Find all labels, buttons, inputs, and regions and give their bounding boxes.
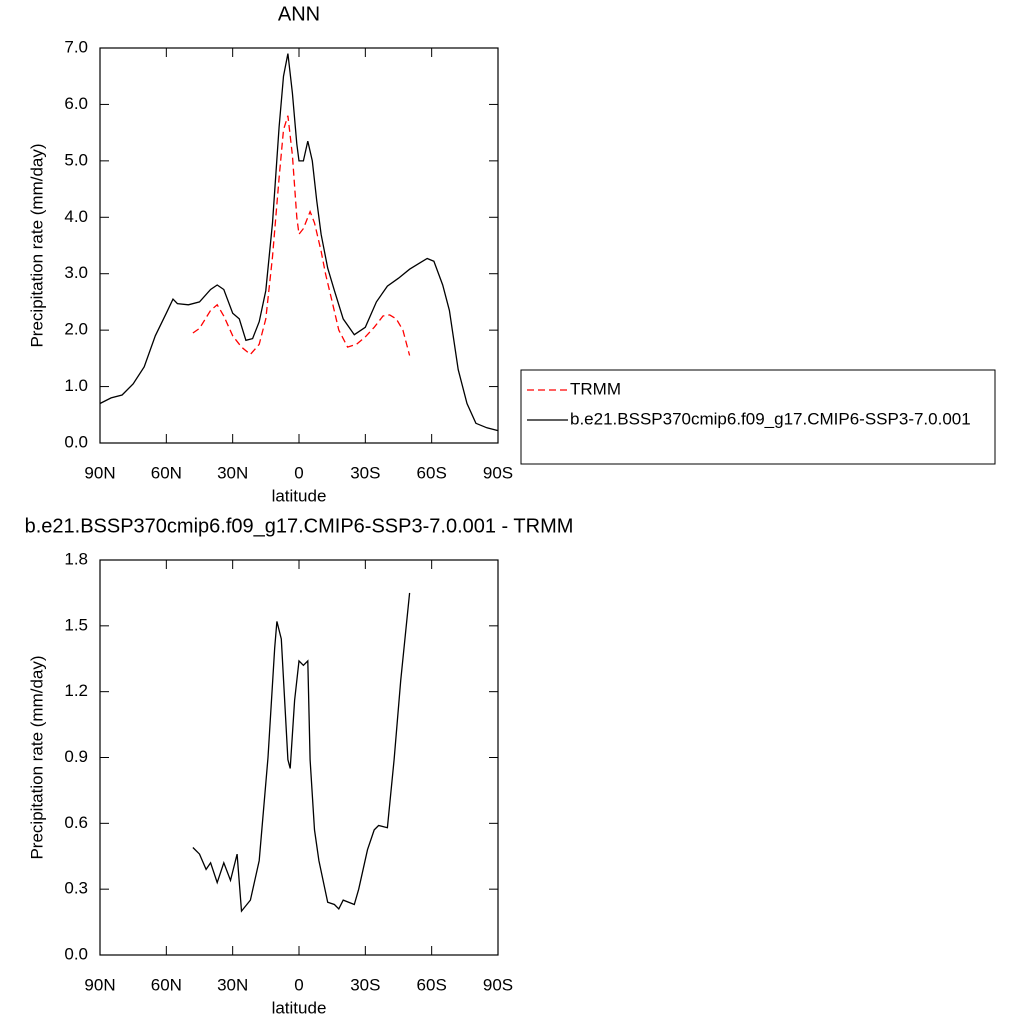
x-tick-label: 30S bbox=[350, 975, 380, 994]
x-tick-label: 60S bbox=[417, 463, 447, 482]
y-tick-label: 7.0 bbox=[64, 37, 88, 56]
y-axis-label: Precipitation rate (mm/day) bbox=[27, 655, 46, 859]
y-tick-label: 1.5 bbox=[64, 615, 88, 634]
x-tick-label: 90N bbox=[84, 975, 115, 994]
y-tick-label: 0.9 bbox=[64, 747, 88, 766]
x-tick-label: 90N bbox=[84, 463, 115, 482]
x-tick-label: 0 bbox=[294, 463, 303, 482]
chart-title: ANN bbox=[278, 3, 320, 25]
x-tick-label: 90S bbox=[483, 975, 513, 994]
x-tick-label: 60N bbox=[151, 975, 182, 994]
y-tick-label: 5.0 bbox=[64, 150, 88, 169]
x-tick-label: 0 bbox=[294, 975, 303, 994]
x-tick-label: 60S bbox=[417, 975, 447, 994]
y-tick-label: 4.0 bbox=[64, 207, 88, 226]
x-tick-label: 90S bbox=[483, 463, 513, 482]
legend-label: b.e21.BSSP370cmip6.f09_g17.CMIP6-SSP3-7.… bbox=[570, 409, 971, 428]
y-tick-label: 2.0 bbox=[64, 320, 88, 339]
data-line bbox=[99, 53, 499, 432]
x-tick-label: 30S bbox=[350, 463, 380, 482]
y-tick-label: 1.0 bbox=[64, 376, 88, 395]
x-axis-label: latitude bbox=[272, 998, 327, 1017]
x-axis-label: latitude bbox=[272, 486, 327, 505]
y-tick-label: 6.0 bbox=[64, 94, 88, 113]
y-tick-label: 1.2 bbox=[64, 681, 88, 700]
y-tick-label: 0.0 bbox=[64, 944, 88, 963]
x-tick-label: 30N bbox=[217, 975, 248, 994]
y-tick-label: 0.6 bbox=[64, 813, 88, 832]
y-tick-label: 0.3 bbox=[64, 879, 88, 898]
data-line bbox=[192, 592, 411, 913]
x-tick-label: 30N bbox=[217, 463, 248, 482]
y-tick-label: 1.8 bbox=[64, 549, 88, 568]
x-tick-label: 60N bbox=[151, 463, 182, 482]
y-tick-label: 0.0 bbox=[64, 432, 88, 451]
data-line bbox=[192, 115, 411, 356]
legend-label: TRMM bbox=[570, 379, 621, 398]
y-axis-label: Precipitation rate (mm/day) bbox=[27, 143, 46, 347]
plot-frame bbox=[99, 47, 499, 444]
y-tick-label: 3.0 bbox=[64, 263, 88, 282]
chart-title: b.e21.BSSP370cmip6.f09_g17.CMIP6-SSP3-7.… bbox=[25, 515, 574, 537]
plot-frame bbox=[99, 559, 499, 956]
legend-box bbox=[520, 369, 996, 465]
